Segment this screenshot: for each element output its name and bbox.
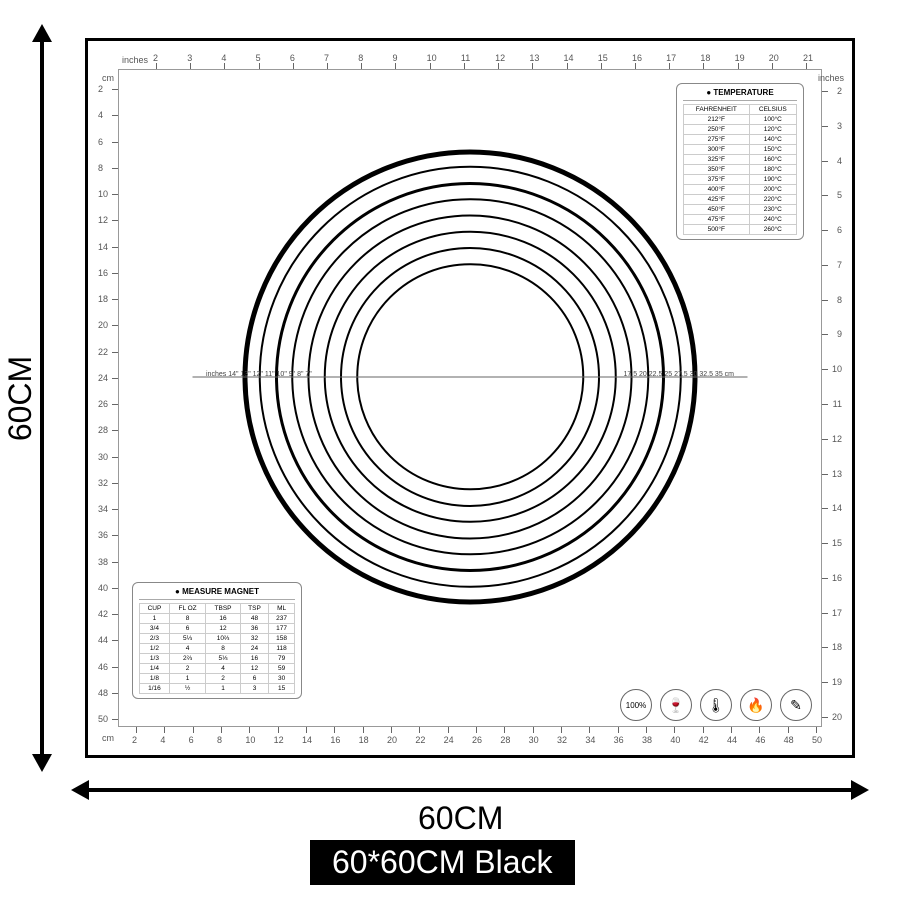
width-arrow bbox=[85, 788, 855, 792]
unit-inches-top: inches bbox=[122, 55, 148, 65]
heat-safe-icon: 🔥 bbox=[740, 689, 772, 721]
diameter-labels-inches: inches 14" 13" 12" 11" 10" 9" 8" 7" bbox=[206, 371, 312, 378]
measure-table: CUPFL OZTBSPTSPML1816482373/4612361772/3… bbox=[139, 603, 295, 694]
temperature-table: FAHRENHEITCELSIUS212°F100°C250°F120°C275… bbox=[683, 104, 797, 235]
platinum-badge: 100% bbox=[620, 689, 652, 721]
temperature-title: ● TEMPERATURE bbox=[683, 88, 797, 101]
baking-mat: inches cm inches cm 23456789101112131415… bbox=[85, 38, 855, 758]
diameter-labels-cm: 17.5 20 22.5 25 27.5 30 32.5 35 cm bbox=[623, 371, 734, 378]
product-caption: 60*60CM Black bbox=[310, 840, 575, 885]
unit-inches-right: inches bbox=[818, 73, 844, 83]
measure-card: ● MEASURE MAGNET CUPFL OZTBSPTSPML181648… bbox=[132, 582, 302, 699]
unit-cm-bottom: cm bbox=[102, 733, 114, 743]
knife-safe-icon: ✎ bbox=[780, 689, 812, 721]
temp-range-icon: 🌡 bbox=[700, 689, 732, 721]
height-arrow bbox=[40, 38, 44, 758]
temperature-card: ● TEMPERATURE FAHRENHEITCELSIUS212°F100°… bbox=[676, 83, 804, 240]
glass-safe-icon: 🍷 bbox=[660, 689, 692, 721]
safety-icons: 100%🍷🌡🔥✎ bbox=[620, 689, 812, 721]
unit-cm-left: cm bbox=[102, 73, 114, 83]
width-label: 60CM bbox=[418, 800, 503, 837]
height-label: 60CM bbox=[2, 356, 39, 441]
measure-title: ● MEASURE MAGNET bbox=[139, 587, 295, 600]
